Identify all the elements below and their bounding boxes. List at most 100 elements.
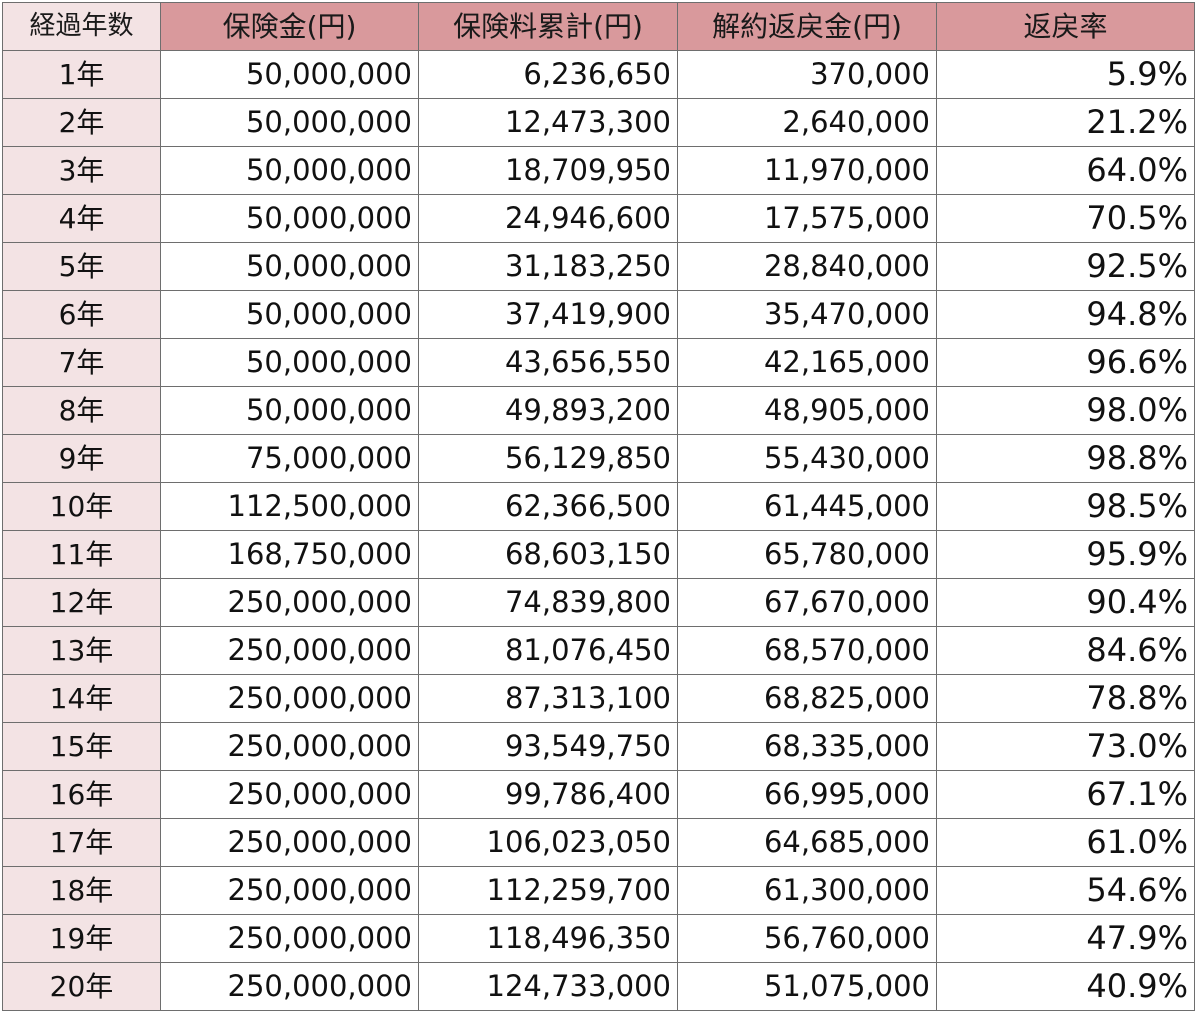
cell-elapsed-years: 12年 bbox=[2, 578, 161, 627]
cell-surrender-value: 55,430,000 bbox=[677, 434, 937, 483]
cell-elapsed-years: 10年 bbox=[2, 482, 161, 531]
cell-cumulative-premium: 112,259,700 bbox=[418, 866, 678, 915]
cell-surrender-value: 48,905,000 bbox=[677, 386, 937, 435]
cell-return-rate: 95.9% bbox=[936, 530, 1195, 579]
cell-surrender-value: 35,470,000 bbox=[677, 290, 937, 339]
cell-return-rate: 54.6% bbox=[936, 866, 1195, 915]
table-row: 13年 250,000,000 81,076,450 68,570,000 84.6% bbox=[2, 626, 1195, 675]
cell-surrender-value: 66,995,000 bbox=[677, 770, 937, 819]
cell-cumulative-premium: 56,129,850 bbox=[418, 434, 678, 483]
cell-elapsed-years: 18年 bbox=[2, 866, 161, 915]
cell-cumulative-premium: 124,733,000 bbox=[418, 962, 678, 1011]
cell-return-rate: 98.8% bbox=[936, 434, 1195, 483]
cell-return-rate: 67.1% bbox=[936, 770, 1195, 819]
cell-cumulative-premium: 68,603,150 bbox=[418, 530, 678, 579]
cell-cumulative-premium: 93,549,750 bbox=[418, 722, 678, 771]
table-row: 17年 250,000,000 106,023,050 64,685,000 61.0% bbox=[2, 818, 1195, 867]
table-row: 16年 250,000,000 99,786,400 66,995,000 67.1% bbox=[2, 770, 1195, 819]
cell-insurance-amount: 50,000,000 bbox=[160, 98, 419, 147]
cell-cumulative-premium: 74,839,800 bbox=[418, 578, 678, 627]
header-surrender-value: 解約返戻金(円) bbox=[677, 2, 937, 51]
cell-cumulative-premium: 18,709,950 bbox=[418, 146, 678, 195]
cell-return-rate: 61.0% bbox=[936, 818, 1195, 867]
cell-cumulative-premium: 12,473,300 bbox=[418, 98, 678, 147]
cell-insurance-amount: 50,000,000 bbox=[160, 290, 419, 339]
cell-insurance-amount: 250,000,000 bbox=[160, 770, 419, 819]
cell-insurance-amount: 250,000,000 bbox=[160, 962, 419, 1011]
cell-return-rate: 47.9% bbox=[936, 914, 1195, 963]
cell-elapsed-years: 13年 bbox=[2, 626, 161, 675]
cell-insurance-amount: 250,000,000 bbox=[160, 866, 419, 915]
cell-return-rate: 98.5% bbox=[936, 482, 1195, 531]
cell-insurance-amount: 250,000,000 bbox=[160, 578, 419, 627]
cell-cumulative-premium: 37,419,900 bbox=[418, 290, 678, 339]
cell-surrender-value: 2,640,000 bbox=[677, 98, 937, 147]
cell-insurance-amount: 250,000,000 bbox=[160, 914, 419, 963]
cell-elapsed-years: 11年 bbox=[2, 530, 161, 579]
cell-cumulative-premium: 99,786,400 bbox=[418, 770, 678, 819]
table-row: 8年 50,000,000 49,893,200 48,905,000 98.0% bbox=[2, 386, 1195, 435]
cell-return-rate: 92.5% bbox=[936, 242, 1195, 291]
cell-surrender-value: 51,075,000 bbox=[677, 962, 937, 1011]
cell-return-rate: 21.2% bbox=[936, 98, 1195, 147]
cell-elapsed-years: 9年 bbox=[2, 434, 161, 483]
header-insurance-amount: 保険金(円) bbox=[160, 2, 419, 51]
cell-elapsed-years: 6年 bbox=[2, 290, 161, 339]
cell-cumulative-premium: 49,893,200 bbox=[418, 386, 678, 435]
cell-return-rate: 73.0% bbox=[936, 722, 1195, 771]
cell-surrender-value: 67,670,000 bbox=[677, 578, 937, 627]
cell-elapsed-years: 8年 bbox=[2, 386, 161, 435]
cell-surrender-value: 370,000 bbox=[677, 50, 937, 99]
cell-insurance-amount: 50,000,000 bbox=[160, 50, 419, 99]
cell-return-rate: 90.4% bbox=[936, 578, 1195, 627]
cell-surrender-value: 64,685,000 bbox=[677, 818, 937, 867]
cell-surrender-value: 56,760,000 bbox=[677, 914, 937, 963]
table-row: 3年 50,000,000 18,709,950 11,970,000 64.0% bbox=[2, 146, 1195, 195]
table-row: 11年 168,750,000 68,603,150 65,780,000 95.9% bbox=[2, 530, 1195, 579]
table-row: 10年 112,500,000 62,366,500 61,445,000 98.5% bbox=[2, 482, 1195, 531]
cell-elapsed-years: 5年 bbox=[2, 242, 161, 291]
table-row: 6年 50,000,000 37,419,900 35,470,000 94.8% bbox=[2, 290, 1195, 339]
cell-insurance-amount: 50,000,000 bbox=[160, 386, 419, 435]
cell-surrender-value: 42,165,000 bbox=[677, 338, 937, 387]
table-row: 12年 250,000,000 74,839,800 67,670,000 90.4% bbox=[2, 578, 1195, 627]
table-row: 1年 50,000,000 6,236,650 370,000 5.9% bbox=[2, 50, 1195, 99]
cell-surrender-value: 68,335,000 bbox=[677, 722, 937, 771]
cell-elapsed-years: 16年 bbox=[2, 770, 161, 819]
cell-insurance-amount: 250,000,000 bbox=[160, 722, 419, 771]
cell-return-rate: 84.6% bbox=[936, 626, 1195, 675]
header-elapsed-years: 経過年数 bbox=[2, 2, 161, 51]
cell-elapsed-years: 1年 bbox=[2, 50, 161, 99]
cell-elapsed-years: 2年 bbox=[2, 98, 161, 147]
cell-surrender-value: 65,780,000 bbox=[677, 530, 937, 579]
cell-insurance-amount: 50,000,000 bbox=[160, 338, 419, 387]
cell-insurance-amount: 168,750,000 bbox=[160, 530, 419, 579]
cell-elapsed-years: 19年 bbox=[2, 914, 161, 963]
table-row: 20年 250,000,000 124,733,000 51,075,000 40.9% bbox=[2, 962, 1195, 1011]
cell-return-rate: 94.8% bbox=[936, 290, 1195, 339]
cell-elapsed-years: 15年 bbox=[2, 722, 161, 771]
cell-insurance-amount: 50,000,000 bbox=[160, 146, 419, 195]
table-row: 4年 50,000,000 24,946,600 17,575,000 70.5% bbox=[2, 194, 1195, 243]
cell-insurance-amount: 250,000,000 bbox=[160, 818, 419, 867]
cell-return-rate: 70.5% bbox=[936, 194, 1195, 243]
cell-surrender-value: 28,840,000 bbox=[677, 242, 937, 291]
cell-insurance-amount: 112,500,000 bbox=[160, 482, 419, 531]
cell-cumulative-premium: 106,023,050 bbox=[418, 818, 678, 867]
cell-cumulative-premium: 118,496,350 bbox=[418, 914, 678, 963]
cell-surrender-value: 17,575,000 bbox=[677, 194, 937, 243]
cell-surrender-value: 68,570,000 bbox=[677, 626, 937, 675]
cell-elapsed-years: 3年 bbox=[2, 146, 161, 195]
cell-elapsed-years: 17年 bbox=[2, 818, 161, 867]
cell-cumulative-premium: 24,946,600 bbox=[418, 194, 678, 243]
cell-return-rate: 96.6% bbox=[936, 338, 1195, 387]
cell-elapsed-years: 20年 bbox=[2, 962, 161, 1011]
table-row: 18年 250,000,000 112,259,700 61,300,000 54.6% bbox=[2, 866, 1195, 915]
cell-insurance-amount: 250,000,000 bbox=[160, 626, 419, 675]
table-row: 7年 50,000,000 43,656,550 42,165,000 96.6% bbox=[2, 338, 1195, 387]
table-row: 2年 50,000,000 12,473,300 2,640,000 21.2% bbox=[2, 98, 1195, 147]
table-row: 14年 250,000,000 87,313,100 68,825,000 78.8% bbox=[2, 674, 1195, 723]
header-cumulative-premium: 保険料累計(円) bbox=[418, 2, 678, 51]
table-row: 5年 50,000,000 31,183,250 28,840,000 92.5% bbox=[2, 242, 1195, 291]
